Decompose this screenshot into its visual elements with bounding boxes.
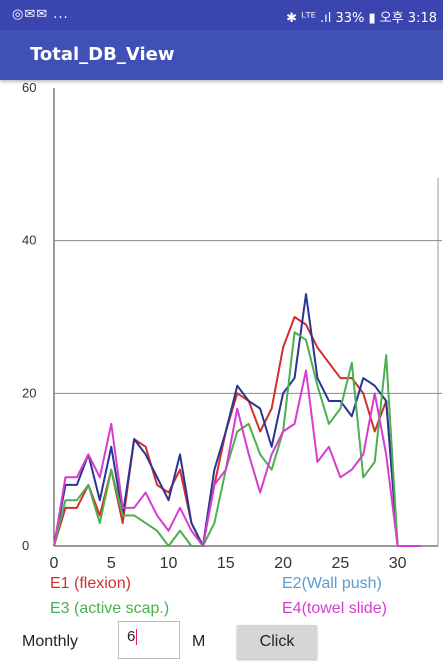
legend-e1: E1 (flexion) [50, 575, 131, 593]
status-left-icons: ◎✉✉ ... [12, 7, 69, 22]
series-line-e3 [53, 331, 421, 547]
status-right-info: ✱ ᴸᵀᴱ .ıl 33% ▮ 오후 3:18 [286, 11, 437, 26]
click-button[interactable]: Click [237, 625, 317, 659]
x-tick-label-0: 0 [50, 555, 59, 572]
x-tick-label-10: 10 [160, 555, 178, 572]
y-tick-label-40: 40 [22, 233, 36, 248]
y-tick-label-0: 0 [22, 538, 29, 553]
app-title: Total_DB_View [30, 44, 175, 65]
legend-e4-label: E4(towel slide) [282, 600, 387, 617]
x-tick-label-5: 5 [107, 555, 116, 572]
app-bar: Total_DB_View [0, 30, 443, 80]
months-input[interactable]: 6 [118, 621, 180, 659]
unit-label: M [192, 633, 206, 650]
series-line-e4 [53, 369, 421, 547]
months-input-value: 6 [127, 628, 136, 645]
y-tick-label-20: 20 [22, 385, 36, 400]
legend-e3: E3 (active scap.) [50, 600, 169, 618]
legend-e3-label: E3 (active scap.) [50, 600, 170, 617]
text-caret [136, 629, 138, 646]
status-bar: ◎✉✉ ... ✱ ᴸᵀᴱ .ıl 33% ▮ 오후 3:18 [0, 0, 443, 30]
y-tick-label-60: 60 [22, 82, 36, 95]
period-label: Monthly [22, 633, 79, 650]
line-chart: 0 20 40 60 0 5 10 15 20 25 30 [0, 80, 443, 582]
x-tick-label-15: 15 [217, 555, 235, 572]
x-tick-label-25: 25 [331, 555, 349, 572]
legend-e1-label: E1 (flexion) [50, 575, 131, 592]
x-tick-label-20: 20 [274, 555, 292, 572]
legend-e4: E4(towel slide) [282, 600, 387, 618]
chart-svg: 0 20 40 60 0 5 10 15 20 25 30 [22, 80, 442, 572]
x-tick-label-30: 30 [389, 555, 407, 572]
series-line-e2 [53, 293, 421, 547]
legend-e2-label: E2(Wall push) [282, 575, 382, 592]
legend-e2: E2(Wall push) [282, 575, 382, 593]
